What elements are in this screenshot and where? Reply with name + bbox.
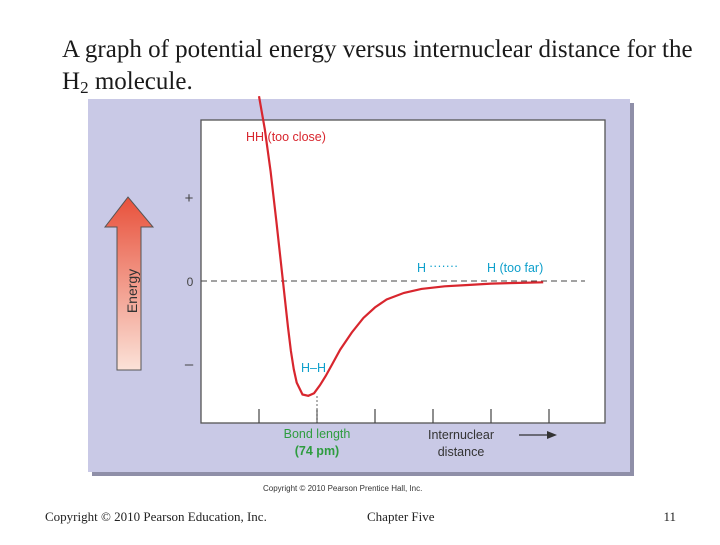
annotation-too-far-right: H (too far) [487, 261, 543, 275]
figure-credit: Copyright © 2010 Pearson Prentice Hall, … [263, 484, 423, 493]
annotation-too-far-dots: ······· [429, 259, 458, 273]
potential-energy-curve [257, 96, 544, 397]
x-axis-arrowhead [547, 431, 557, 439]
footer-page-number: 11 [663, 509, 676, 524]
annotation-bonded: H–H [301, 361, 326, 375]
footer-chapter: Chapter Five [367, 509, 435, 524]
footer-copyright: Copyright © 2010 Pearson Education, Inc. [45, 509, 267, 524]
slide-title: A graph of potential energy versus inter… [62, 36, 693, 97]
annotation-too-far-left: H [417, 261, 426, 275]
y-tick-plus: + [185, 190, 194, 207]
y-tick-minus: – [185, 356, 194, 373]
energy-arrow [103, 196, 155, 371]
annotation-too-close: HH (too close) [246, 130, 326, 144]
bond-length-label: Bond length [284, 427, 351, 441]
x-axis-label: Internuclear distance [428, 428, 494, 459]
plot-area [200, 119, 606, 424]
bond-length-value: (74 pm) [295, 444, 339, 458]
y-tick-zero: 0 [187, 275, 194, 289]
y-axis-label: Energy [124, 269, 140, 313]
